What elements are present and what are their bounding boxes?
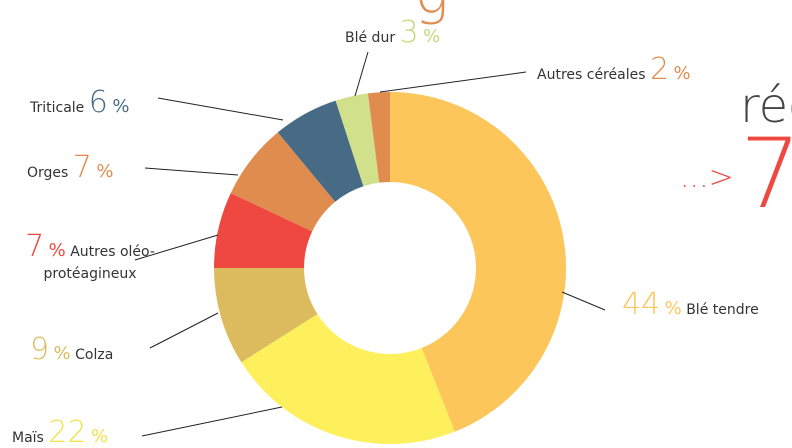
- donut-slice: [390, 92, 566, 432]
- slice-label: Triticale 6 %: [30, 88, 129, 118]
- unit-label: %: [48, 240, 66, 261]
- unit-label: %: [90, 426, 109, 447]
- leader-line: [149, 312, 219, 349]
- annotation: 7: [740, 118, 792, 230]
- donut-slice: [214, 268, 318, 363]
- category-name: Blé tendre: [686, 302, 759, 318]
- category-name: Triticale: [30, 100, 85, 116]
- slice-label: 44 % Blé tendre: [622, 290, 759, 320]
- leader-line: [379, 71, 527, 93]
- leader-line: [354, 51, 369, 97]
- leader-line: [157, 97, 284, 121]
- leader-line: [134, 234, 219, 261]
- category-name: Autres oléo-protéagineux: [43, 244, 155, 282]
- category-name: Autres céréales: [537, 67, 646, 83]
- value-label: 7: [72, 150, 92, 185]
- category-name: Maïs: [12, 430, 44, 446]
- donut-slice: [241, 314, 455, 444]
- value-label: 9: [30, 332, 50, 367]
- slice-label: Orges 7 %: [27, 153, 113, 183]
- unit-label: %: [673, 63, 691, 84]
- unit-label: %: [423, 26, 441, 47]
- value-label: 7: [25, 229, 45, 264]
- unit-label: %: [112, 96, 130, 117]
- unit-label: %: [53, 343, 71, 364]
- annotation: ...>: [680, 160, 734, 195]
- donut-slice: [335, 93, 380, 187]
- leader-line: [561, 291, 606, 311]
- slice-label: 9 % Colza: [30, 335, 113, 365]
- donut-slice: [214, 193, 313, 268]
- unit-label: %: [664, 298, 682, 319]
- donut-slice: [367, 92, 390, 183]
- unit-label: %: [96, 161, 114, 182]
- category-name: Colza: [75, 347, 114, 363]
- value-label: 44: [622, 287, 661, 322]
- donut-slice: [230, 132, 336, 232]
- value-label: 2: [649, 52, 670, 87]
- slice-label: 7 % Autres oléo-protéagineux: [5, 228, 175, 283]
- category-name: Blé dur: [345, 30, 396, 46]
- annotation: g: [415, 0, 449, 27]
- donut-slice: [277, 100, 364, 202]
- value-label: 22: [48, 415, 87, 448]
- slice-label: Blé dur 3 %: [345, 18, 440, 48]
- slice-label: Autres céréales 2 %: [537, 55, 691, 85]
- value-label: 3: [399, 15, 419, 50]
- leader-line: [141, 406, 283, 437]
- slice-label: Maïs 22 %: [12, 418, 108, 448]
- category-name: Orges: [27, 165, 69, 181]
- value-label: 6: [88, 85, 108, 120]
- leader-line: [144, 167, 239, 176]
- annotation: réc: [740, 78, 792, 134]
